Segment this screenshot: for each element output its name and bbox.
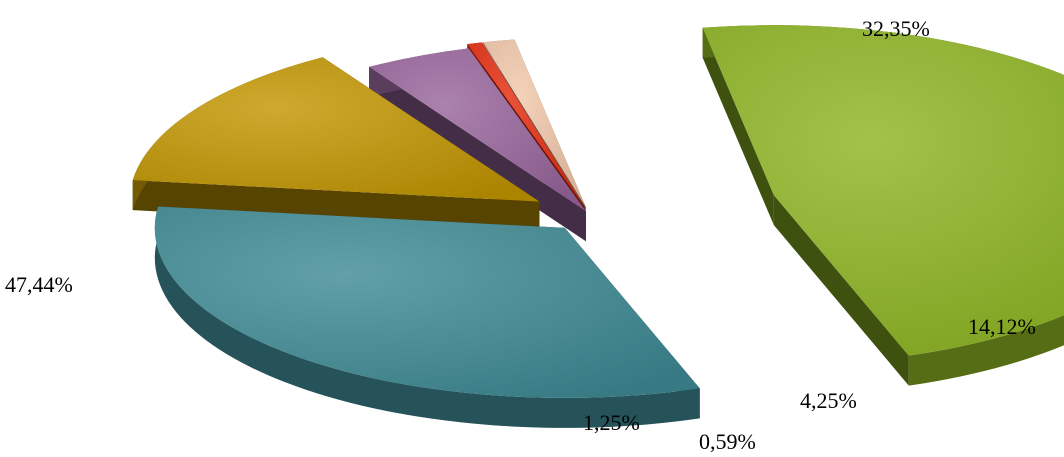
pie-slice-top [132,57,540,202]
pie-slice-rim [702,25,1064,386]
data-label-5: 0,59% [699,429,756,454]
pie-slice-wall [773,195,909,386]
pie-slice-rim [154,206,700,428]
data-label-6: 1,25% [583,410,640,435]
pie-slice-wall [132,180,540,232]
pie-slice-1 [702,25,1064,386]
pie-slice-top [483,39,586,207]
pie-slice-top [154,206,700,398]
pie-slice-top [702,25,1064,356]
labels-layer: 47,44% 32,35% 14,12% 4,25% 0,59% 1,25% [5,16,1036,454]
pie-slice-top [369,48,586,212]
data-label-1: 47,44% [5,272,73,297]
slices-layer [132,25,1064,428]
data-label-4: 4,25% [800,388,857,413]
pie-slice-3 [132,57,540,232]
data-label-3: 14,12% [968,314,1036,339]
data-label-2: 32,35% [862,16,930,41]
pie-slice-2 [154,206,700,428]
pie-slice-wall [702,27,774,226]
pie-slice-top [467,42,585,208]
